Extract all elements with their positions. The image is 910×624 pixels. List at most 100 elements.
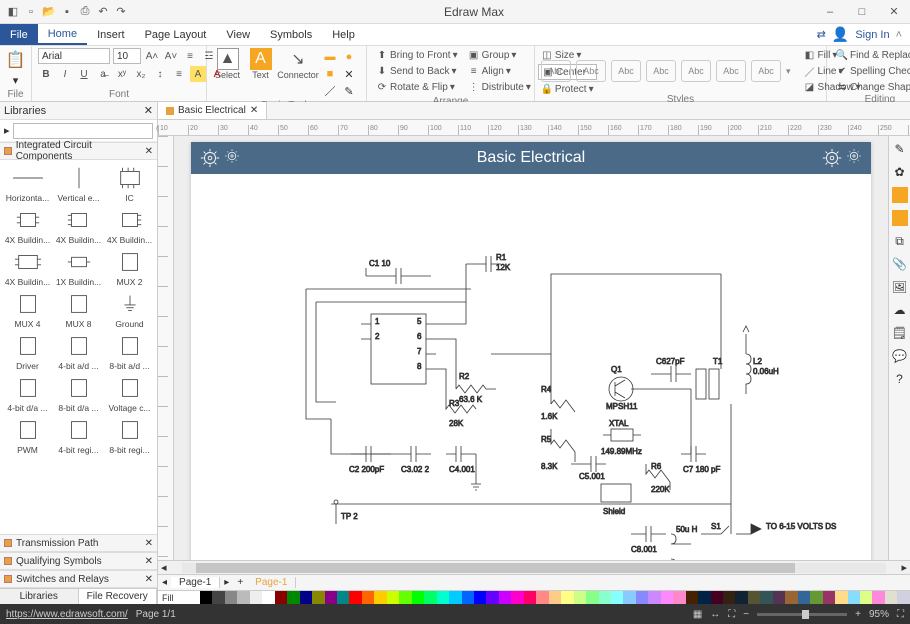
color-swatch[interactable] xyxy=(810,591,822,604)
shape-item[interactable]: 4X Buildin... xyxy=(105,205,154,245)
style-7[interactable]: Abc xyxy=(751,60,781,82)
send-back-button[interactable]: ⬇Send to Back▾ xyxy=(373,64,461,78)
color-swatch[interactable] xyxy=(424,591,436,604)
style-more-icon[interactable]: ▾ xyxy=(786,66,791,77)
style-3[interactable]: Abc xyxy=(611,60,641,82)
align-left-icon[interactable]: ≡ xyxy=(171,66,187,82)
rotate-button[interactable]: ⟳Rotate & Flip▾ xyxy=(373,80,461,94)
zoom-in-icon[interactable]: + xyxy=(855,609,861,620)
minimize-button[interactable]: – xyxy=(814,0,846,24)
color-swatch[interactable] xyxy=(474,591,486,604)
color-swatch[interactable] xyxy=(412,591,424,604)
super-icon[interactable]: xʸ xyxy=(114,66,130,82)
style-5[interactable]: Abc xyxy=(681,60,711,82)
color-swatch[interactable] xyxy=(536,591,548,604)
find-button[interactable]: 🔍Find & Replace xyxy=(833,48,910,62)
grow-font-icon[interactable]: A˄ xyxy=(144,48,160,64)
rtool-pointer-icon[interactable]: ✎ xyxy=(892,141,908,157)
style-4[interactable]: Abc xyxy=(646,60,676,82)
shape-item[interactable]: 8-bit d/a ... xyxy=(54,373,103,413)
undo-icon[interactable]: ↶ xyxy=(96,5,110,19)
libraries-close-icon[interactable]: ✕ xyxy=(144,104,153,117)
section-sr[interactable]: Switches and Relays xyxy=(16,574,109,585)
color-swatch[interactable] xyxy=(574,591,586,604)
font-name-select[interactable]: Arial xyxy=(38,48,110,64)
save-icon[interactable]: ▪ xyxy=(60,5,74,19)
color-swatch[interactable] xyxy=(848,591,860,604)
clipboard-icon[interactable]: ▾ xyxy=(13,74,19,87)
rtool-fill-icon[interactable] xyxy=(892,187,908,203)
style-gallery[interactable]: Abc Abc Abc Abc Abc Abc Abc ▾ xyxy=(541,60,791,82)
shape-quick[interactable]: ▬● ■✕ ／✎ xyxy=(321,48,360,100)
shape-item[interactable]: MUX 2 xyxy=(105,247,154,287)
color-swatch[interactable] xyxy=(599,591,611,604)
menu-insert[interactable]: Insert xyxy=(87,24,135,45)
section-ic[interactable]: Integrated Circuit Components xyxy=(16,140,145,162)
shape-item[interactable]: Driver xyxy=(3,331,52,371)
color-swatch[interactable] xyxy=(698,591,710,604)
color-swatch[interactable] xyxy=(312,591,324,604)
color-swatch[interactable] xyxy=(349,591,361,604)
color-swatch[interactable] xyxy=(225,591,237,604)
color-swatch[interactable] xyxy=(773,591,785,604)
color-swatch[interactable] xyxy=(711,591,723,604)
maximize-button[interactable]: □ xyxy=(846,0,878,24)
status-width-icon[interactable]: ↔ xyxy=(710,609,720,620)
menu-home[interactable]: Home xyxy=(38,24,87,45)
spacing-icon[interactable]: ↕ xyxy=(152,66,168,82)
color-swatch[interactable] xyxy=(399,591,411,604)
section-qs-close[interactable]: ✕ xyxy=(145,556,153,567)
color-swatch[interactable] xyxy=(511,591,523,604)
bold-icon[interactable]: B xyxy=(38,66,54,82)
menu-help[interactable]: Help xyxy=(322,24,365,45)
color-swatch[interactable] xyxy=(275,591,287,604)
rtool-note-icon[interactable]: 🗒 xyxy=(892,325,908,341)
doc-tab-1[interactable]: Basic Electrical✕ xyxy=(158,102,267,119)
close-button[interactable]: ✕ xyxy=(878,0,910,24)
rtool-clip-icon[interactable]: 📎 xyxy=(892,256,908,272)
bullets-icon[interactable]: ≡ xyxy=(182,48,198,64)
color-swatch[interactable] xyxy=(785,591,797,604)
zoom-slider[interactable] xyxy=(757,613,847,616)
scrollbar-h[interactable]: ◂ ▸ xyxy=(158,560,910,574)
shape-item[interactable]: MUX 8 xyxy=(54,289,103,329)
page-tab-1[interactable]: Page-1 xyxy=(171,577,220,588)
color-swatch[interactable] xyxy=(337,591,349,604)
page-next-icon[interactable]: ▸ xyxy=(220,577,233,588)
rtool-cloud-icon[interactable]: ☁ xyxy=(892,302,908,318)
color-swatch[interactable] xyxy=(735,591,747,604)
select-tool[interactable]: ▲Select xyxy=(213,48,242,100)
page-add-icon[interactable]: + xyxy=(233,577,247,588)
color-swatch[interactable] xyxy=(636,591,648,604)
color-swatch[interactable] xyxy=(872,591,884,604)
color-swatch[interactable] xyxy=(374,591,386,604)
rtool-layers-icon[interactable]: ⧉ xyxy=(892,233,908,249)
redo-icon[interactable]: ↷ xyxy=(114,5,128,19)
align-button[interactable]: ≡Align▾ xyxy=(465,64,534,78)
status-full-icon[interactable]: ⛶ xyxy=(897,609,904,620)
rtool-image-icon[interactable]: 🖼 xyxy=(892,279,908,295)
rtool-help-icon[interactable]: ? xyxy=(892,371,908,387)
color-swatch[interactable] xyxy=(686,591,698,604)
shape-item[interactable]: MUX 4 xyxy=(3,289,52,329)
color-swatch[interactable] xyxy=(449,591,461,604)
lib-nav-icon[interactable]: ▸ xyxy=(4,124,10,137)
new-icon[interactable]: ▫ xyxy=(24,5,38,19)
paste-icon[interactable]: 📋 xyxy=(6,50,26,70)
shape-item[interactable]: Voltage c... xyxy=(105,373,154,413)
distribute-button[interactable]: ⋮Distribute▾ xyxy=(465,80,534,94)
color-swatch[interactable] xyxy=(262,591,274,604)
color-swatch[interactable] xyxy=(823,591,835,604)
connector-tool[interactable]: ↘Connector xyxy=(279,48,317,100)
shape-item[interactable]: Vertical e... xyxy=(54,163,103,203)
section-tp[interactable]: Transmission Path xyxy=(16,538,98,549)
shape-item[interactable]: 4-bit a/d ... xyxy=(54,331,103,371)
color-swatch[interactable] xyxy=(250,591,262,604)
menu-symbols[interactable]: Symbols xyxy=(260,24,322,45)
rtool-fill2-icon[interactable] xyxy=(892,210,908,226)
change-shape-button[interactable]: ⇆Change Shape▾ xyxy=(833,80,910,94)
signin-icon[interactable]: 👤 xyxy=(832,26,849,43)
style-6[interactable]: Abc xyxy=(716,60,746,82)
signin-link[interactable]: Sign In xyxy=(855,29,889,41)
lib-search-input[interactable] xyxy=(13,123,153,139)
